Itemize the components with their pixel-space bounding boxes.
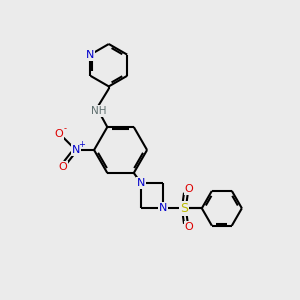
Text: +: +	[78, 140, 85, 149]
Text: N: N	[137, 178, 146, 188]
Text: O: O	[55, 129, 63, 139]
Text: N: N	[159, 203, 167, 213]
Text: O: O	[58, 162, 67, 172]
Text: N: N	[72, 145, 80, 155]
Text: O: O	[184, 184, 193, 194]
Text: -: -	[63, 124, 66, 133]
Text: S: S	[181, 202, 188, 215]
Text: O: O	[184, 222, 193, 232]
Text: N: N	[86, 50, 94, 60]
Text: NH: NH	[91, 106, 106, 116]
